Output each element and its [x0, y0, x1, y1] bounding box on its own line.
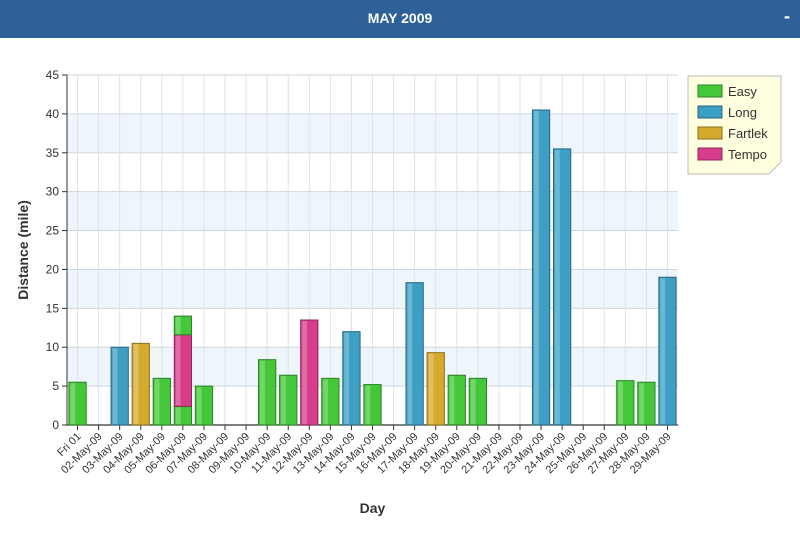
bar-highlight: [196, 387, 202, 424]
bar-highlight: [344, 332, 350, 424]
bar-fartlek: [426, 352, 445, 426]
collapse-button[interactable]: -: [784, 6, 790, 26]
legend-label-tempo: Tempo: [728, 147, 767, 162]
y-tick-label: 45: [46, 68, 60, 82]
bar-tempo: [300, 319, 319, 426]
legend-swatch-long: [697, 105, 723, 119]
bar-highlight: [70, 383, 76, 424]
legend-label-long: Long: [728, 105, 757, 120]
bar-highlight: [154, 379, 160, 424]
page-title: MAY 2009: [367, 10, 433, 26]
bar-easy: [447, 374, 466, 426]
bar-easy: [363, 384, 382, 426]
bar-highlight: [112, 348, 118, 424]
bar-long: [405, 282, 424, 426]
bar-highlight: [428, 353, 434, 424]
legend-swatch-tempo: [697, 147, 723, 161]
bar-highlight: [260, 360, 265, 424]
bar-long: [531, 109, 551, 426]
y-tick-label: 15: [46, 301, 60, 315]
legend-swatch-easy: [697, 84, 723, 98]
bar-fartlek: [131, 342, 150, 426]
bar-easy: [173, 315, 193, 336]
bar-long: [552, 148, 572, 426]
legend-label-fartlek: Fartlek: [728, 126, 768, 141]
bar-easy: [468, 377, 487, 426]
bar-long: [110, 346, 129, 426]
bar-easy: [258, 359, 277, 426]
y-tick-label: 5: [52, 379, 59, 393]
bar-highlight: [133, 344, 139, 424]
bar-easy: [321, 377, 340, 426]
bar-long: [658, 276, 677, 426]
bar-easy: [194, 385, 214, 426]
bar-highlight: [639, 383, 645, 424]
y-axis-title: Distance (mile): [15, 200, 31, 300]
bar-easy: [152, 377, 171, 426]
bar-highlight: [175, 335, 181, 406]
bar-highlight: [175, 407, 181, 424]
bar-highlight: [449, 376, 455, 424]
y-tick-label: 40: [46, 107, 60, 121]
x-axis-title: Day: [360, 500, 386, 516]
bar-long: [342, 331, 361, 426]
bar-highlight: [407, 283, 413, 424]
bar-easy: [279, 374, 298, 426]
bar-highlight: [365, 385, 371, 424]
legend-label-easy: Easy: [728, 84, 757, 99]
y-tick-label: 35: [46, 146, 60, 160]
y-tick-label: 0: [52, 418, 59, 432]
bar-highlight: [554, 149, 560, 424]
bar-highlight: [175, 317, 181, 334]
bar-easy: [68, 381, 87, 426]
bar-highlight: [302, 321, 307, 424]
bar-highlight: [660, 278, 666, 424]
legend-swatch-fartlek: [697, 126, 723, 140]
bar-easy: [637, 381, 656, 426]
y-tick-label: 25: [46, 224, 60, 238]
bar-easy: [616, 380, 635, 426]
y-tick-label: 30: [46, 185, 60, 199]
bar-highlight: [618, 381, 624, 424]
header-bar: MAY 2009 -: [0, 0, 800, 38]
y-tick-label: 20: [46, 262, 60, 276]
bar-highlight: [281, 376, 286, 424]
bar-highlight: [470, 379, 476, 424]
y-tick-label: 10: [46, 340, 60, 354]
bar-highlight: [323, 379, 329, 424]
bar-highlight: [533, 111, 539, 424]
